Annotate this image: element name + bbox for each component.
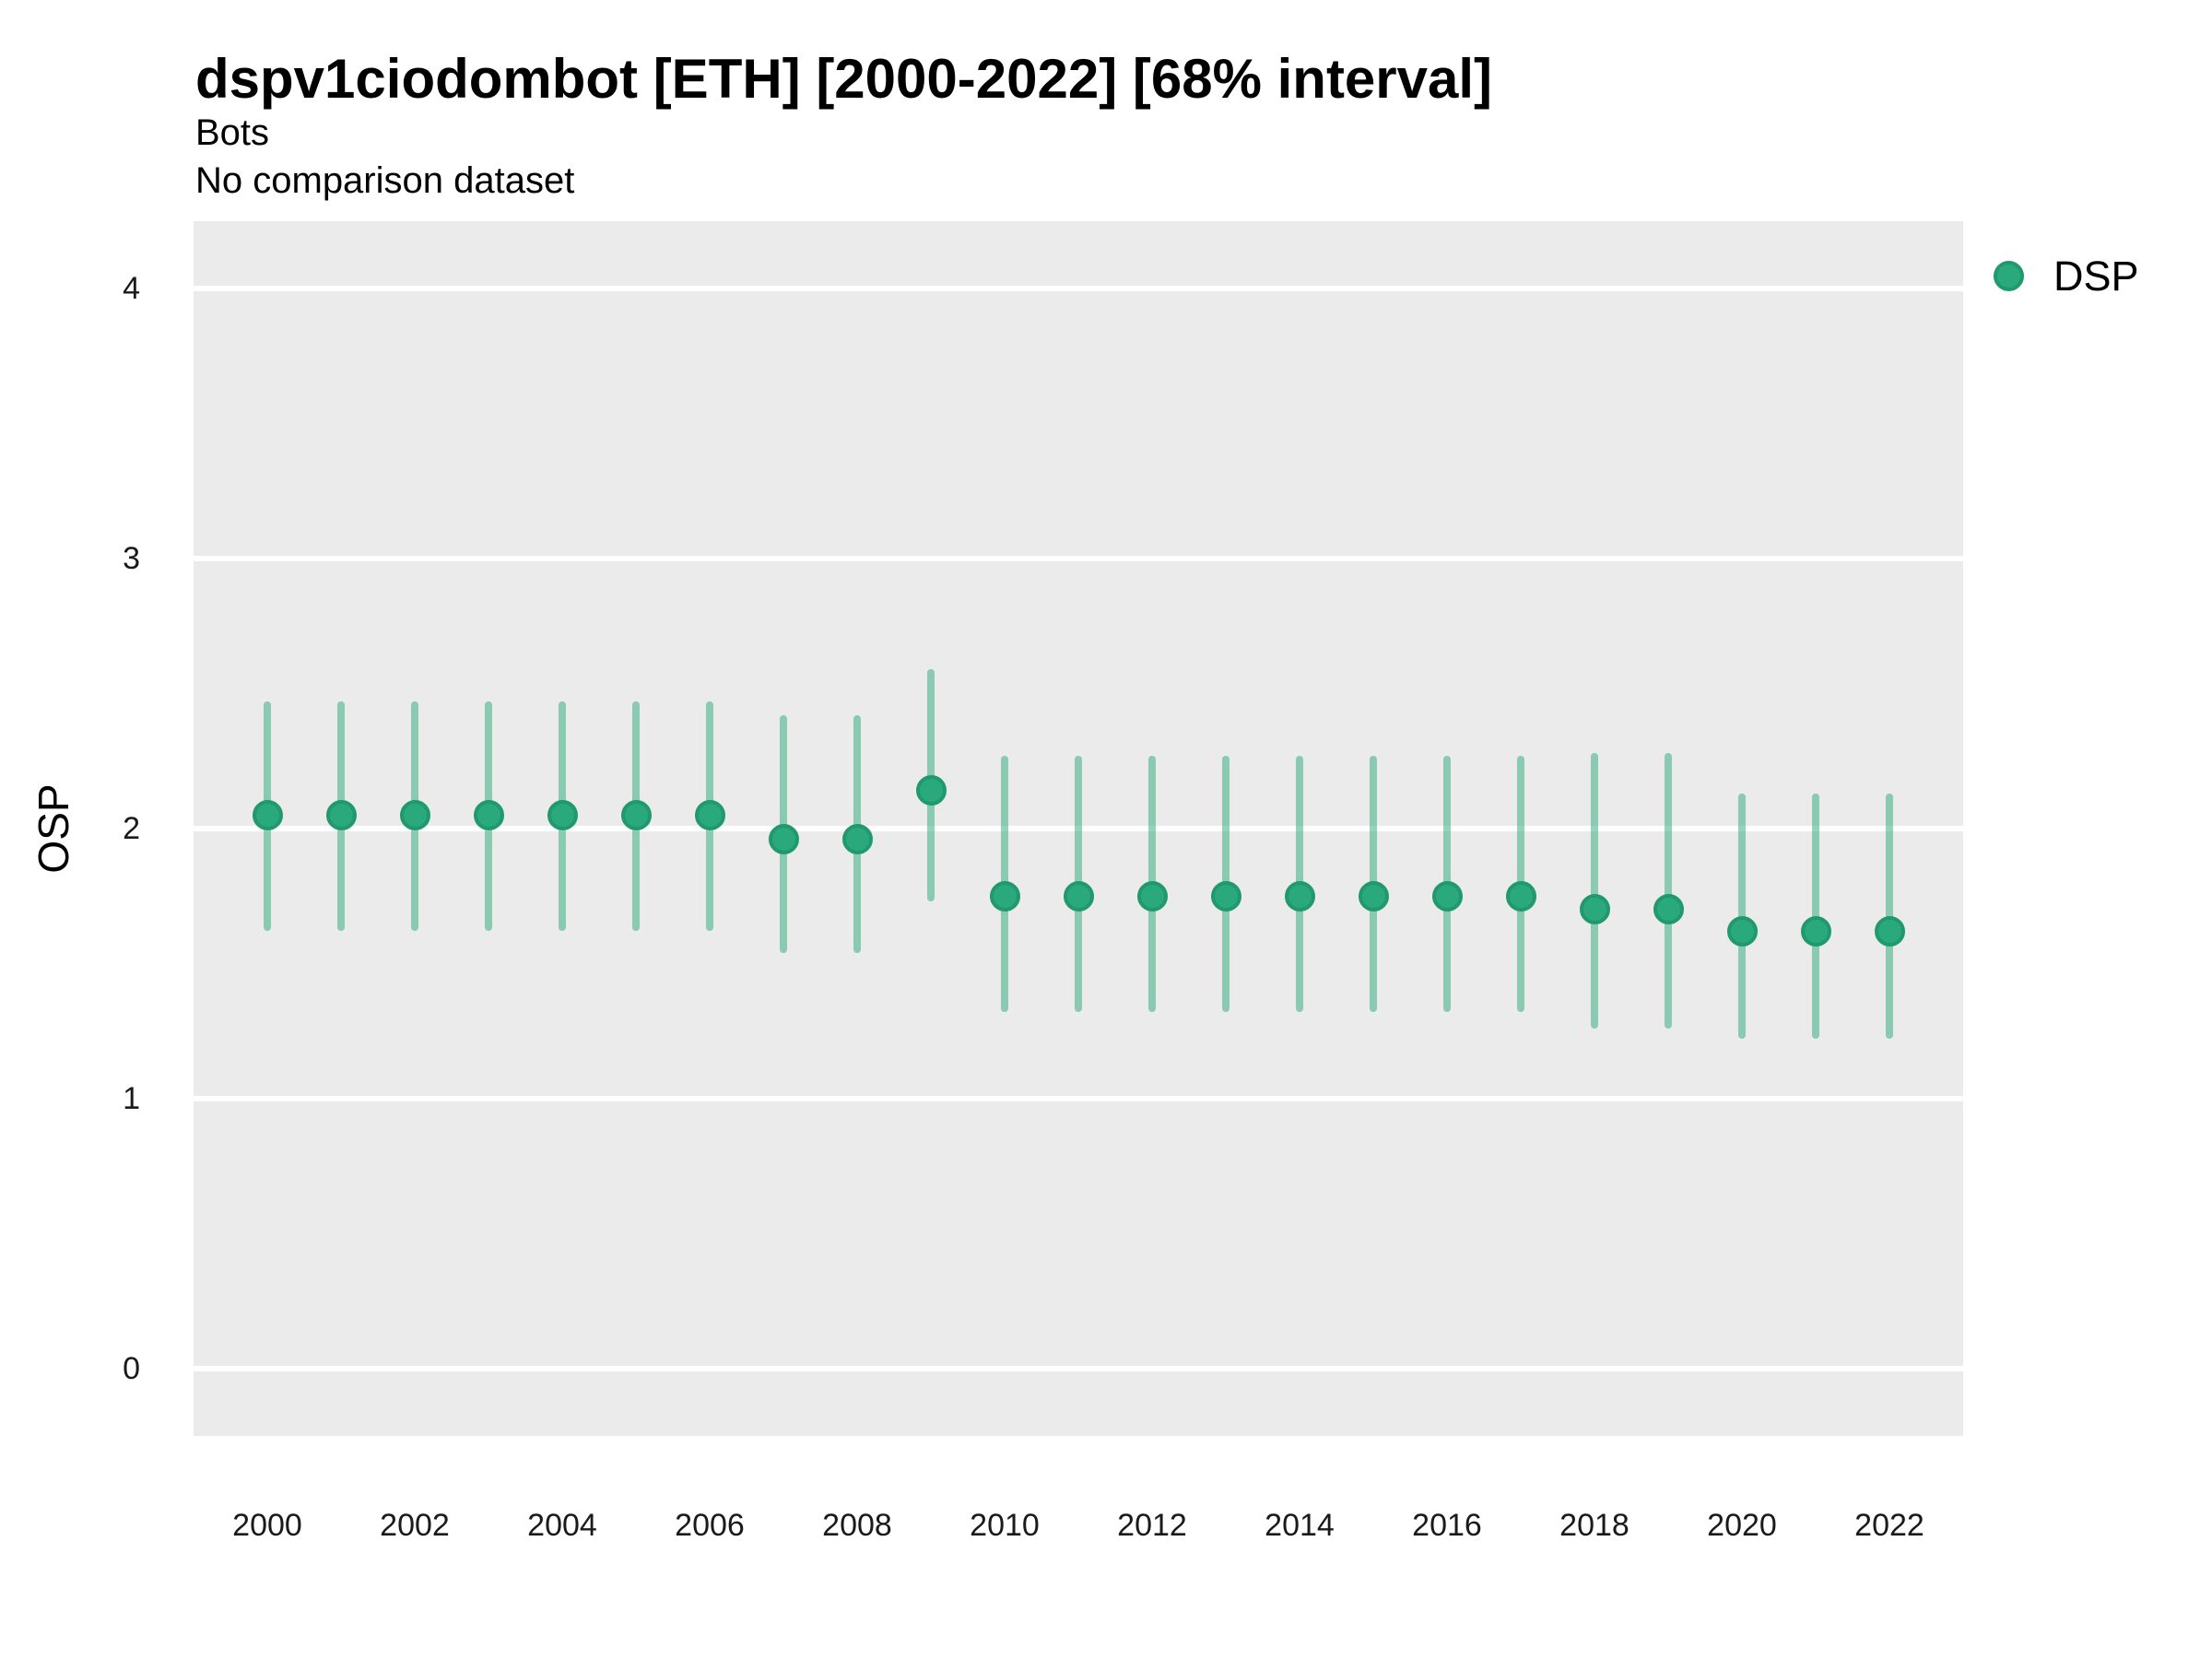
data-point-2015 <box>1358 880 1389 912</box>
y-tick-label: 2 <box>123 811 140 846</box>
data-point-2019 <box>1653 894 1684 925</box>
chart-title: dspv1ciodombot [ETH] [2000-2022] [68% in… <box>195 48 1493 110</box>
x-tick-label: 2006 <box>675 1508 745 1543</box>
legend-point-icon <box>1994 261 2024 291</box>
legend-item-label: DSP <box>2053 253 2139 300</box>
data-point-2018 <box>1579 894 1610 925</box>
x-tick-label: 2008 <box>822 1508 892 1543</box>
gridline-y-3 <box>194 556 1963 562</box>
data-point-2017 <box>1505 880 1536 912</box>
data-point-2012 <box>1136 880 1168 912</box>
data-point-2005 <box>620 799 652 830</box>
gridline-y-0 <box>194 1365 1963 1371</box>
x-tick-label: 2014 <box>1265 1508 1335 1543</box>
interval-bar-2018 <box>1591 752 1598 1029</box>
x-tick-label: 2016 <box>1412 1508 1482 1543</box>
data-point-2006 <box>694 799 725 830</box>
x-tick-label: 2018 <box>1559 1508 1630 1543</box>
y-tick-label: 1 <box>123 1080 140 1116</box>
data-point-2020 <box>1726 915 1758 947</box>
gridline-y-4 <box>194 286 1963 292</box>
x-tick-label: 2004 <box>527 1508 597 1543</box>
data-point-2022 <box>1874 915 1905 947</box>
data-point-2021 <box>1800 915 1831 947</box>
x-tick-label: 2022 <box>1854 1508 1924 1543</box>
data-point-2003 <box>473 799 504 830</box>
x-tick-label: 2002 <box>380 1508 450 1543</box>
data-point-2013 <box>1210 880 1241 912</box>
data-point-2004 <box>547 799 578 830</box>
data-point-2000 <box>252 799 283 830</box>
data-point-2016 <box>1431 880 1463 912</box>
x-tick-label: 2020 <box>1707 1508 1777 1543</box>
data-point-2008 <box>841 824 873 855</box>
x-tick-label: 2000 <box>232 1508 302 1543</box>
data-point-2011 <box>1063 880 1094 912</box>
legend: DSP <box>1994 253 2206 300</box>
x-tick-label: 2012 <box>1117 1508 1187 1543</box>
data-point-2001 <box>325 799 357 830</box>
gridline-y-1 <box>194 1095 1963 1101</box>
data-point-2002 <box>399 799 430 830</box>
y-tick-label: 3 <box>123 541 140 577</box>
y-tick-label: 0 <box>123 1350 140 1386</box>
y-tick-label: 4 <box>123 271 140 307</box>
data-point-2007 <box>768 824 799 855</box>
interval-bar-2019 <box>1665 752 1672 1029</box>
data-point-2009 <box>915 775 947 806</box>
chart-subtitle-2: No comparison dataset <box>195 160 575 201</box>
chart-subtitle-1: Bots <box>195 112 270 153</box>
data-point-2014 <box>1284 880 1315 912</box>
x-tick-label: 2010 <box>970 1508 1040 1543</box>
data-point-2010 <box>989 880 1020 912</box>
